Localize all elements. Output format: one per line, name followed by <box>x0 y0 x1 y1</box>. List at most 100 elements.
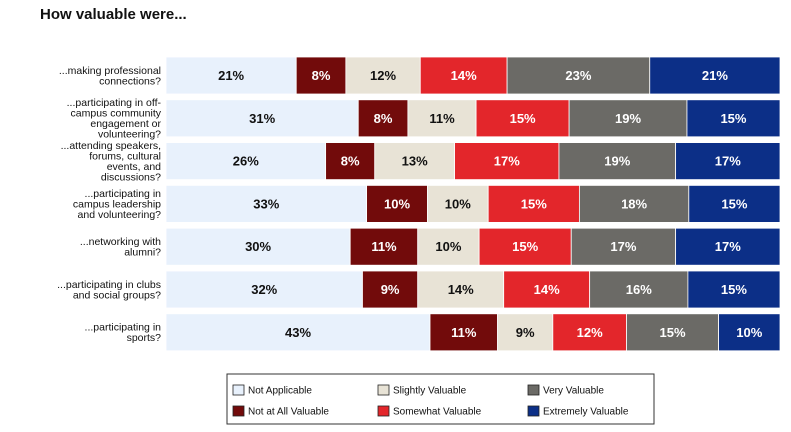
bar-segment-extremely-valuable <box>649 56 781 95</box>
data-label: 8% <box>312 68 331 83</box>
category-label-line: forums, cultural <box>89 150 161 162</box>
category-label: ...attending speakers, forums, cultural ev… <box>61 140 162 184</box>
data-label: 11% <box>371 239 397 254</box>
data-label: 32% <box>251 282 277 297</box>
data-label: 17% <box>494 154 520 169</box>
data-label: 43% <box>285 325 311 340</box>
data-label: 19% <box>604 154 630 169</box>
bar-segment-not-applicable <box>165 313 431 352</box>
bar-segment-very-valuable <box>568 99 688 138</box>
bar-area: 21% 8% 12% 14% 23% 21% 31% 8% 11% 15% 19% 15% 26% 8% 1… <box>165 56 781 352</box>
bar-segment-slightly-valuable <box>427 184 489 223</box>
data-label: 19% <box>615 111 641 126</box>
bar-segment-very-valuable <box>578 184 690 223</box>
bar-segment-somewhat-valuable <box>487 184 580 223</box>
category-label: ...making professional connections? <box>59 65 161 88</box>
legend-frame <box>226 373 655 425</box>
data-label: 12% <box>370 68 396 83</box>
bar-segment-somewhat-valuable <box>552 313 627 352</box>
data-label: 10% <box>736 325 762 340</box>
data-label: 10% <box>435 239 461 254</box>
legend: Not Applicable Slightly Valuable Very Valu… <box>226 373 655 425</box>
bar-segment-very-valuable <box>558 142 677 181</box>
data-label: 18% <box>621 196 647 211</box>
data-label: 8% <box>374 111 393 126</box>
data-label: 15% <box>720 111 746 126</box>
category-label: ...networking with alumni? <box>80 236 161 259</box>
data-label: 8% <box>341 154 360 169</box>
bar-segment-not-at-all-valuable <box>357 99 409 138</box>
bar-segment-not-at-all-valuable <box>325 142 376 181</box>
bar-segment-slightly-valuable <box>417 227 480 266</box>
category-label-line: volunteering? <box>98 129 161 141</box>
bar-segment-not-applicable <box>165 184 368 223</box>
data-label: 15% <box>521 196 547 211</box>
category-label-line: campus leadership <box>73 198 161 210</box>
data-label: 14% <box>534 282 560 297</box>
category-label-line: events, and <box>107 161 161 173</box>
category-label-line: ...networking with <box>80 236 161 248</box>
legend-label-not-applicable: Not Applicable <box>248 386 312 397</box>
data-label: 12% <box>577 325 603 340</box>
data-label: 33% <box>253 196 279 211</box>
legend-swatch-slightly-valuable <box>377 384 390 396</box>
bar-segment-extremely-valuable <box>675 227 781 266</box>
bar-segment-not-at-all-valuable <box>362 270 419 309</box>
category-label-line: and social groups? <box>73 289 161 301</box>
category-labels: ...making professional connections? ...par… <box>57 65 162 344</box>
bar-segment-not-at-all-valuable <box>429 313 498 352</box>
bar-segment-not-applicable <box>165 56 297 95</box>
category-label-line: ...attending speakers, <box>61 140 161 152</box>
bar-segment-extremely-valuable <box>688 184 781 223</box>
data-label: 14% <box>448 282 474 297</box>
legend-label-very-valuable: Very Valuable <box>543 386 604 397</box>
data-label: 26% <box>233 154 259 169</box>
category-label-line: ...participating in <box>85 322 162 334</box>
bar-segment-somewhat-valuable <box>503 270 591 309</box>
data-label: 15% <box>512 239 538 254</box>
category-label-line: and volunteering? <box>78 209 162 221</box>
data-label: 15% <box>660 325 686 340</box>
category-label-line: alumni? <box>124 246 161 258</box>
data-label: 15% <box>721 282 747 297</box>
legend-swatch-not-at-all-valuable <box>232 405 245 417</box>
legend-label-slightly-valuable: Slightly Valuable <box>393 386 467 397</box>
data-label: 21% <box>702 68 728 83</box>
bar-segment-very-valuable <box>626 313 719 352</box>
bar-segment-slightly-valuable <box>417 270 505 309</box>
bar-segment-extremely-valuable <box>687 270 781 309</box>
category-label: ...participating in sports? <box>85 322 162 345</box>
data-label: 10% <box>384 196 410 211</box>
bar-segment-slightly-valuable <box>407 99 477 138</box>
legend-swatch-extremely-valuable <box>527 405 540 417</box>
data-label: 17% <box>715 154 741 169</box>
legend-label-extremely-valuable: Extremely Valuable <box>543 407 629 418</box>
category-label-line: discussions? <box>101 171 161 183</box>
bar-segment-not-applicable <box>165 227 351 266</box>
bar-segment-not-applicable <box>165 270 363 309</box>
bar-segment-not-at-all-valuable <box>295 56 347 95</box>
data-label: 31% <box>249 111 275 126</box>
data-label: 13% <box>402 154 428 169</box>
data-label: 14% <box>451 68 477 83</box>
bar-segment-slightly-valuable <box>345 56 421 95</box>
category-label-line: ...participating in clubs <box>57 279 161 291</box>
bar-segment-slightly-valuable <box>497 313 554 352</box>
data-label: 15% <box>510 111 536 126</box>
category-label-line: ...participating in <box>85 188 162 200</box>
data-label: 11% <box>429 111 455 126</box>
legend-label-not-at-all-valuable: Not at All Valuable <box>248 407 329 418</box>
legend-swatch-very-valuable <box>527 384 540 396</box>
category-label: ...participating in campus leadership and … <box>73 188 161 221</box>
category-label-line: ...making professional <box>59 65 161 77</box>
bar-segment-somewhat-valuable <box>454 142 560 181</box>
data-label: 23% <box>565 68 591 83</box>
bar-segment-extremely-valuable <box>718 313 781 352</box>
data-label: 17% <box>715 239 741 254</box>
category-label-line: connections? <box>99 75 161 87</box>
legend-swatch-somewhat-valuable <box>377 405 390 417</box>
category-label-line: engagement or <box>90 118 161 130</box>
data-label: 21% <box>218 68 244 83</box>
bar-segment-not-at-all-valuable <box>366 184 428 223</box>
